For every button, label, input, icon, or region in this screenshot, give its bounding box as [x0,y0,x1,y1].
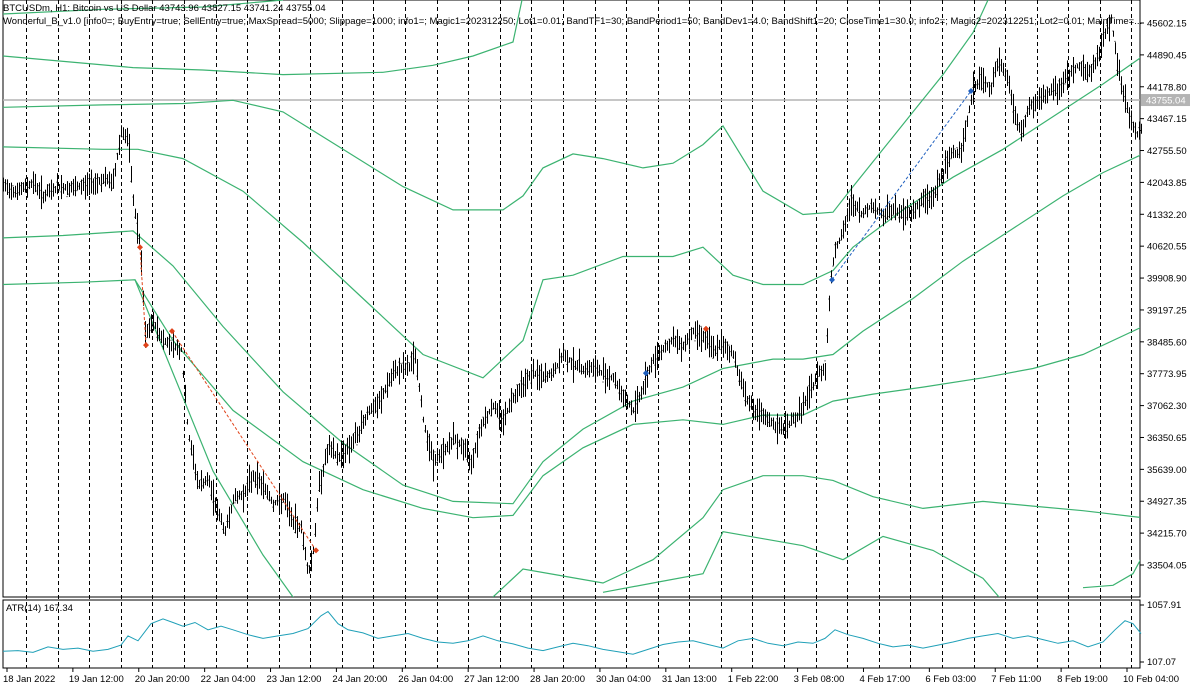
y-tick-label: 39908.90 [1147,274,1187,285]
sell-trade-marker [143,342,149,349]
x-tick-label: 22 Jan 04:00 [201,674,256,685]
buy-trade-marker [968,87,974,94]
band-line [602,531,1000,597]
y-tick-label: 38485.60 [1147,337,1187,348]
trade-connector [139,247,147,346]
current-price-tag [1141,94,1190,107]
current-price-label: 43755.04 [1146,96,1186,107]
indicator-label: ATR(14) 167.34 [6,603,73,614]
x-tick-label: 26 Jan 04:00 [398,674,453,685]
x-tick-label: 18 Jan 2022 [3,674,55,685]
y-tick-label: 37773.95 [1147,369,1187,380]
x-tick-label: 6 Feb 03:00 [925,674,976,685]
band-line [492,475,1140,597]
band-line [1082,559,1140,589]
y-tick-label: 39197.25 [1147,305,1187,316]
x-tick-label: 8 Feb 19:00 [1057,674,1108,685]
band-line [3,279,294,597]
band-line [134,279,1140,519]
y-tick-label: 42755.50 [1147,146,1187,157]
sell-trade-marker [137,244,143,251]
y-tick-label: 41332.20 [1147,210,1187,221]
y-tick-label: 43467.15 [1147,114,1187,125]
x-tick-label: 20 Jan 20:00 [135,674,190,685]
x-tick-label: 7 Feb 11:00 [991,674,1041,685]
band-line [3,154,1140,505]
sell-trade-marker [703,325,709,332]
x-tick-label: 31 Jan 13:00 [662,674,717,685]
indicator-top-label: 1057.91 [1147,600,1181,611]
band-line [3,0,989,216]
buy-trade-marker [643,370,649,377]
trade-connector [171,330,317,551]
buy-trade-marker [829,276,835,283]
sell-trade-marker [313,547,319,554]
indicator-bottom-label: 107.07 [1147,657,1176,668]
x-tick-label: 4 Feb 17:00 [859,674,910,685]
y-tick-label: 40620.55 [1147,242,1187,253]
y-tick-label: 34927.35 [1147,497,1187,508]
x-tick-label: 27 Jan 12:00 [464,674,519,685]
band-line [3,0,284,15]
y-tick-label: 44890.45 [1147,50,1187,61]
y-tick-label: 37062.30 [1147,401,1187,412]
x-tick-label: 30 Jan 04:00 [596,674,651,685]
chart-symbol-header: BTCUSDm, H1: Bitcoin vs US Dollar 43743.… [3,3,326,14]
x-tick-label: 3 Feb 08:00 [794,674,845,685]
sell-trade-marker [169,328,175,335]
y-tick-label: 42043.85 [1147,178,1187,189]
x-tick-label: 10 Feb 04:00 [1123,674,1179,685]
x-tick-label: 28 Jan 20:00 [530,674,585,685]
main-plot-frame [2,0,1141,598]
y-tick-label: 36350.65 [1147,433,1187,444]
trade-connector [831,90,972,281]
y-tick-label: 45602.15 [1147,19,1187,30]
x-tick-label: 23 Jan 12:00 [267,674,322,685]
band-line [3,57,1140,379]
y-tick-label: 34215.70 [1147,529,1187,540]
indicator-frame [2,599,1141,669]
y-tick-label: 33504.05 [1147,561,1187,572]
y-tick-label: 35639.00 [1147,465,1187,476]
x-tick-label: 1 Feb 22:00 [728,674,779,685]
x-tick-label: 24 Jan 20:00 [332,674,387,685]
x-tick-label: 19 Jan 12:00 [69,674,124,685]
expert-parameters-header: Wonderful_B_v1.0 [info0=; BuyEntry=true;… [3,16,1143,27]
band-line [3,0,523,76]
atr-line [2,610,1142,655]
y-tick-label: 44178.80 [1147,82,1187,93]
